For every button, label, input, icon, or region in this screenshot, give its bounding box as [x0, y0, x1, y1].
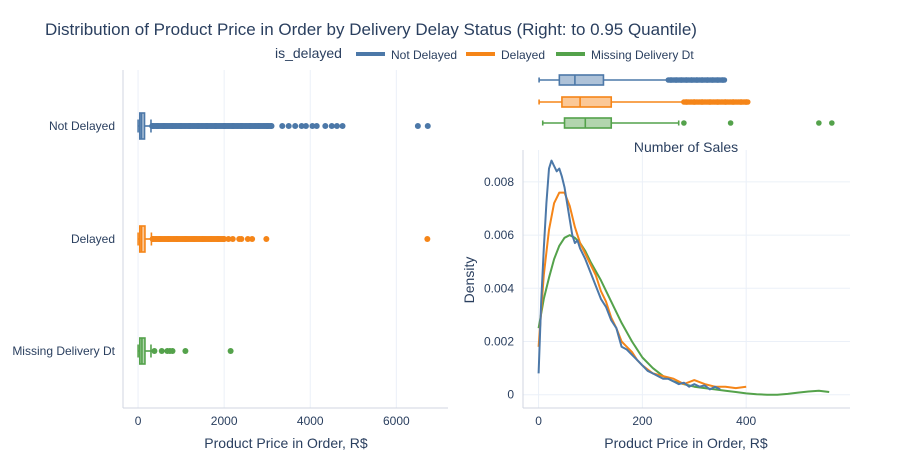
- outlier-not-delayed-24: [328, 123, 335, 129]
- outlier-not-delayed-25: [333, 123, 340, 129]
- x-tick-label: 200: [632, 414, 652, 428]
- density-plot: Number of Sales Density Product Price in…: [461, 139, 850, 451]
- outlier-not-delayed-21: [309, 123, 316, 129]
- x-tick-label: 0: [135, 414, 142, 428]
- outlier-cluster-not-delayed: [721, 77, 728, 83]
- outlier-not-delayed-20: [302, 123, 309, 129]
- outlier-cluster-delayed: [744, 99, 751, 105]
- density-line-missing-delivery-dt: [537, 234, 830, 396]
- outlier-delayed-11: [229, 236, 236, 242]
- legend: is_delayed Not Delayed Delayed Missing D…: [275, 45, 694, 62]
- outlier-missing-delivery-dt-5: [182, 348, 189, 354]
- density-plot-title: Number of Sales: [634, 139, 738, 155]
- x-tick-label: 2000: [211, 414, 238, 428]
- y-tick-label: 0.004: [484, 281, 514, 295]
- outlier-not-delayed-22: [313, 123, 320, 129]
- y-tick-label: 0.006: [484, 228, 514, 242]
- box-delayed: [561, 96, 613, 108]
- outlier-not-delayed-18: [292, 123, 299, 129]
- legend-item-delayed[interactable]: Delayed: [466, 48, 545, 62]
- outlier-delayed-17: [424, 236, 431, 242]
- outlier-not-delayed-26: [339, 123, 346, 129]
- right-box-plot: [538, 74, 835, 129]
- outlier-delayed-10: [225, 236, 232, 242]
- outlier-not-delayed-17: [285, 123, 292, 129]
- x-tick-label: 4000: [297, 414, 324, 428]
- left-x-axis-label: Product Price in Order, R$: [204, 435, 368, 451]
- legend-item-not-delayed[interactable]: Not Delayed: [356, 48, 457, 62]
- outlier-delayed-16: [263, 236, 270, 242]
- outlier-missing-delivery-dt-6: [227, 348, 234, 354]
- legend-label-missing-delivery-dt: Missing Delivery Dt: [591, 48, 694, 62]
- outlier-missing-delivery-dt-2: [816, 120, 822, 126]
- outlier-missing-delivery-dt-1: [727, 120, 734, 126]
- outlier-missing-delivery-dt-3: [829, 120, 835, 126]
- y-tick-label: Not Delayed: [49, 119, 115, 133]
- outlier-not-delayed-23: [322, 123, 329, 129]
- box-delayed: [138, 225, 146, 253]
- y-tick-label: 0: [507, 388, 514, 402]
- legend-title: is_delayed: [275, 45, 342, 61]
- legend-label-not-delayed: Not Delayed: [391, 48, 457, 62]
- left-box-plot: 0 2000 4000 6000 Not Delayed Delayed Missing D…: [12, 70, 448, 428]
- outlier-delayed-14: [244, 236, 251, 242]
- legend-item-missing-delivery-dt[interactable]: Missing Delivery Dt: [556, 48, 694, 62]
- legend-label-delayed: Delayed: [501, 48, 545, 62]
- density-x-axis-label: Product Price in Order, R$: [604, 435, 768, 451]
- density-line-not-delayed: [537, 159, 721, 391]
- density-y-axis-label: Density: [461, 257, 477, 304]
- outlier-not-delayed-19: [298, 123, 305, 129]
- y-tick-label: Delayed: [71, 232, 115, 246]
- y-tick-label: Missing Delivery Dt: [12, 344, 115, 358]
- y-tick-label: 0.008: [484, 175, 514, 189]
- outlier-not-delayed-28: [424, 123, 431, 129]
- outlier-delayed-13: [238, 236, 245, 242]
- outlier-delayed-15: [249, 236, 256, 242]
- outlier-not-delayed-16: [279, 123, 286, 129]
- box-missing-delivery-dt: [563, 117, 613, 129]
- outlier-missing-delivery-dt-0: [151, 348, 158, 354]
- outlier-missing-delivery-dt-0: [681, 120, 687, 126]
- chart-title: Distribution of Product Price in Order b…: [45, 20, 697, 39]
- x-tick-label: 6000: [383, 414, 410, 428]
- outlier-not-delayed-27: [414, 123, 421, 129]
- outlier-cluster-delayed: [220, 236, 227, 242]
- y-tick-label: 0.002: [484, 335, 514, 349]
- outlier-cluster-not-delayed: [268, 123, 275, 129]
- outlier-missing-delivery-dt-4: [169, 348, 176, 354]
- x-tick-label: 0: [535, 414, 542, 428]
- box-not-delayed: [558, 74, 605, 86]
- outlier-missing-delivery-dt-1: [158, 348, 165, 354]
- x-tick-label: 400: [736, 414, 756, 428]
